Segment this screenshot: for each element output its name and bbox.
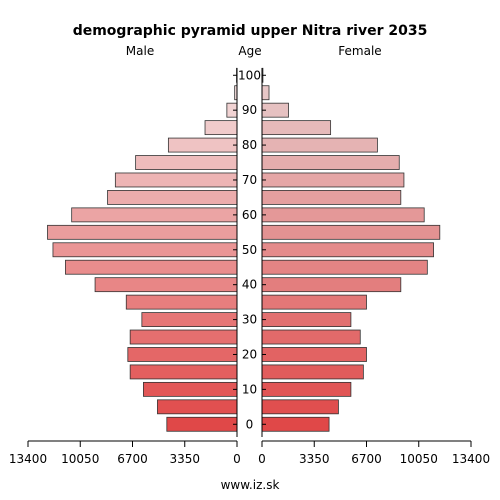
bar-female-55-59 — [261, 224, 441, 240]
bar-female-25-29 — [261, 329, 361, 345]
bar-male-80-84 — [167, 137, 238, 153]
age-tick-label-60: 60 — [242, 208, 257, 222]
age-tick-label-80: 80 — [242, 138, 257, 152]
bar-female-70-74 — [261, 172, 405, 188]
female-bars — [261, 67, 441, 432]
male-bars — [47, 67, 238, 432]
bar-female-20-24 — [261, 347, 367, 362]
bar-male-30-34 — [141, 312, 238, 327]
x-tick-label-female-6700: 6700 — [351, 452, 382, 466]
bar-female-0-4 — [261, 416, 330, 432]
bar-male-15-19 — [129, 364, 238, 380]
age-tick-label-40: 40 — [242, 278, 257, 292]
bar-male-65-69 — [107, 190, 238, 205]
age-tick-label-10: 10 — [242, 382, 257, 396]
x-tick-label-female-10050: 10050 — [400, 452, 438, 466]
age-tick-label-90: 90 — [242, 103, 257, 117]
bar-female-65-69 — [261, 190, 402, 205]
female-label: Female — [338, 44, 381, 58]
bar-female-85-89 — [261, 120, 332, 136]
bar-male-75-79 — [135, 155, 238, 170]
age-tick-label-100: 100 — [238, 68, 261, 82]
bar-female-35-39 — [261, 294, 367, 310]
x-tick-label-female-0: 0 — [258, 452, 266, 466]
bar-female-95-99 — [261, 85, 270, 101]
bar-female-75-79 — [261, 155, 400, 170]
bar-male-55-59 — [47, 224, 238, 240]
bar-male-5-9 — [157, 399, 238, 415]
x-tick-label-male-6700: 6700 — [117, 452, 148, 466]
bar-female-30-34 — [261, 312, 352, 327]
x-axis: 13400 13400 10050 10050 6700 6700 3350 3350 0 0 — [9, 441, 490, 466]
bar-male-70-74 — [114, 172, 238, 188]
bar-male-40-44 — [94, 277, 238, 293]
age-tick-label-20: 20 — [242, 347, 257, 361]
bar-male-0-4 — [166, 416, 238, 432]
bar-male-25-29 — [129, 329, 238, 345]
bar-female-80-84 — [261, 137, 378, 153]
age-tick-label-30: 30 — [242, 313, 257, 327]
x-tick-label-male-3350: 3350 — [169, 452, 200, 466]
x-tick-label-male-13400: 13400 — [9, 452, 47, 466]
x-tick-label-male-0: 0 — [233, 452, 241, 466]
bar-male-60-64 — [71, 207, 238, 223]
bar-female-45-49 — [261, 259, 428, 275]
bar-female-5-9 — [261, 399, 339, 415]
bar-male-20-24 — [127, 347, 238, 362]
bar-male-10-14 — [143, 381, 238, 397]
age-label: Age — [238, 44, 261, 58]
bar-female-15-19 — [261, 364, 364, 380]
bar-male-85-89 — [204, 120, 238, 136]
x-tick-label-female-3350: 3350 — [299, 452, 330, 466]
bar-female-50-54 — [261, 242, 434, 258]
age-tick-label-50: 50 — [242, 243, 257, 257]
age-axis: 0 10 20 30 40 50 60 70 80 90 100 — [233, 68, 266, 431]
chart-title: demographic pyramid upper Nitra river 20… — [73, 23, 428, 39]
bar-female-60-64 — [261, 207, 425, 223]
x-tick-label-female-13400: 13400 — [452, 452, 490, 466]
bar-male-45-49 — [65, 259, 238, 275]
x-tick-label-male-10050: 10050 — [61, 452, 99, 466]
bar-male-35-39 — [125, 294, 238, 310]
age-tick-label-0: 0 — [246, 417, 254, 431]
bar-female-40-44 — [261, 277, 402, 293]
footer-source: www.iz.sk — [221, 478, 280, 492]
male-label: Male — [126, 44, 154, 58]
age-tick-label-70: 70 — [242, 173, 257, 187]
bar-female-10-14 — [261, 381, 352, 397]
bar-male-50-54 — [52, 242, 238, 258]
